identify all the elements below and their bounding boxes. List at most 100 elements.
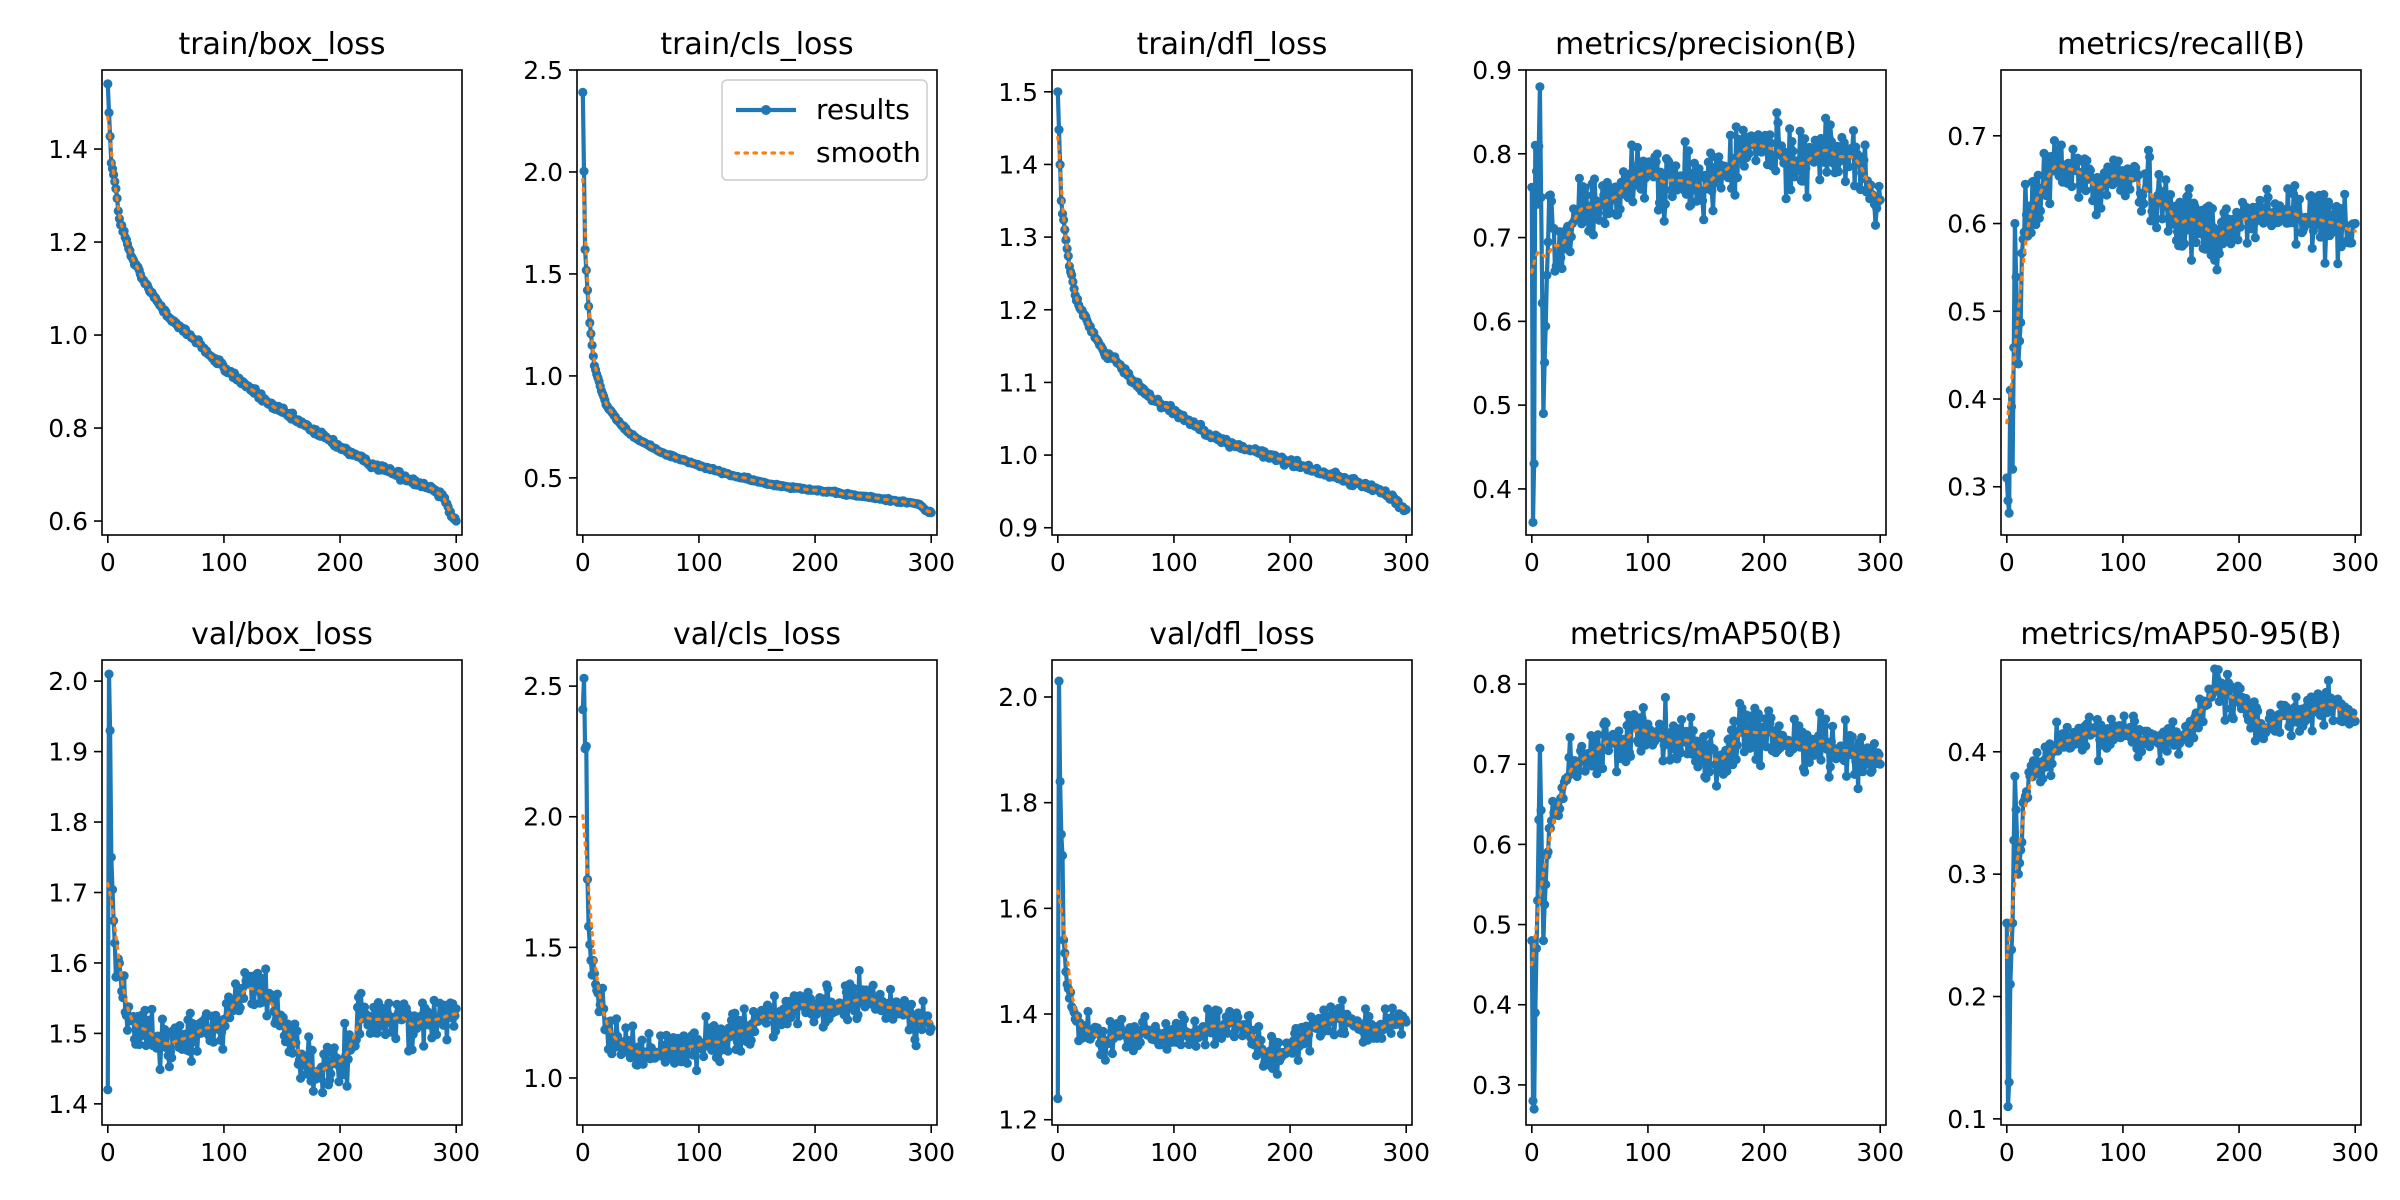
data-point: [2221, 204, 2231, 214]
data-point: [1541, 321, 1551, 331]
x-tick-label: 100: [675, 548, 723, 577]
data-point: [843, 1015, 853, 1025]
data-point: [1781, 194, 1791, 204]
data-point: [1859, 155, 1869, 165]
data-point: [1738, 125, 1748, 135]
data-point: [1703, 157, 1713, 167]
data-point: [2315, 232, 2325, 242]
data-point: [2290, 181, 2300, 191]
y-tick-label: 0.9: [1472, 56, 1512, 85]
data-point: [304, 1032, 314, 1042]
data-point: [2161, 175, 2171, 185]
data-point: [261, 964, 271, 974]
data-point: [621, 1023, 631, 1033]
data-point: [1667, 191, 1677, 202]
panel-2: train/dfl_loss 0 100 200 300 0.9 1.0 1.1 1.2 1.3 1…: [998, 27, 1430, 577]
data-point: [1717, 758, 1727, 768]
data-point: [1673, 724, 1683, 734]
panel-title: val/dfl_loss: [1149, 617, 1314, 652]
y-tick-label: 0.4: [1472, 475, 1512, 504]
data-point: [1870, 220, 1881, 230]
data-point: [1580, 183, 1590, 193]
data-point: [860, 1002, 870, 1012]
y-tick-label: 0.4: [1947, 738, 1987, 767]
data-point: [1815, 175, 1825, 185]
data-point: [287, 1048, 298, 1058]
data-point: [1531, 166, 1542, 176]
data-point: [244, 978, 255, 989]
data-point: [637, 1035, 647, 1045]
data-point: [2011, 805, 2021, 815]
data-point: [1536, 805, 1546, 815]
data-point: [1789, 714, 1799, 724]
data-point: [1229, 1032, 1239, 1042]
data-point: [192, 1046, 202, 1056]
data-point: [1697, 196, 1708, 206]
x-tick-label: 300: [907, 548, 955, 577]
data-point: [208, 1037, 219, 1047]
data-point: [1850, 769, 1860, 780]
data-point: [2074, 192, 2084, 202]
data-point: [356, 988, 366, 998]
data-point: [2286, 731, 2296, 741]
data-point: [1801, 163, 1811, 173]
data-point: [320, 1051, 330, 1061]
plot-frame: [1051, 69, 1413, 536]
data-point: [1688, 726, 1698, 736]
data-point: [426, 1009, 436, 1019]
data-point: [1772, 108, 1782, 118]
y-tick-label: 1.6: [998, 894, 1038, 923]
data-point: [1847, 732, 1857, 742]
data-point: [167, 1053, 177, 1063]
data-point: [2250, 233, 2260, 243]
data-point: [104, 108, 114, 118]
data-point: [1273, 1038, 1284, 1048]
panel-4: metrics/recall(B) 0 100 200 300 0.3 0.4 0.5 0.6 0…: [1947, 27, 2379, 577]
data-point: [2262, 184, 2272, 194]
data-point: [2253, 706, 2263, 716]
data-point: [1340, 1028, 1350, 1039]
data-point: [1540, 900, 1550, 910]
data-point: [1706, 729, 1716, 739]
x-tick-label: 0: [1999, 548, 2015, 577]
data-point: [1176, 1040, 1186, 1050]
series-markers-results: [103, 669, 461, 1098]
data-point: [1794, 163, 1804, 173]
data-point: [854, 965, 864, 976]
data-point: [2084, 712, 2094, 722]
y-tick-label: 0.9: [998, 514, 1038, 543]
data-point: [1699, 215, 1709, 225]
y-tick-label: 2.5: [523, 672, 563, 701]
data-point: [215, 1035, 226, 1045]
data-point: [1054, 676, 1064, 686]
y-tick-label: 1.0: [998, 441, 1038, 470]
data-point: [1821, 714, 1831, 724]
panel-6: val/cls_loss 0 100 200 300 1.0 1.5 2.0 2.5: [523, 617, 955, 1167]
series-line-smooth: [581, 177, 933, 514]
data-point: [1860, 760, 1870, 770]
y-tick-label: 1.4: [48, 1090, 88, 1119]
x-tick-label: 100: [1150, 1138, 1198, 1167]
y-tick-label: 1.8: [48, 808, 88, 837]
data-point: [1671, 161, 1681, 171]
panel-title: train/box_loss: [178, 27, 385, 62]
data-point: [2032, 747, 2042, 758]
data-point: [1056, 829, 1066, 840]
data-point: [1233, 1012, 1243, 1022]
y-tick-label: 2.0: [48, 667, 88, 696]
data-point: [2212, 265, 2222, 275]
data-point: [1329, 1030, 1339, 1040]
data-point: [2041, 191, 2051, 201]
data-point: [318, 1088, 328, 1098]
series-line-smooth: [106, 115, 458, 521]
data-point: [1751, 156, 1761, 166]
data-point: [315, 1073, 325, 1083]
y-tick-label: 0.3: [1947, 860, 1987, 889]
y-tick-label: 1.0: [48, 321, 88, 350]
x-tick-label: 0: [1050, 1138, 1066, 1167]
data-point: [1756, 761, 1766, 771]
data-point: [1853, 784, 1863, 794]
data-point: [1724, 169, 1734, 179]
x-tick-label: 200: [791, 548, 839, 577]
data-point: [2113, 156, 2123, 166]
